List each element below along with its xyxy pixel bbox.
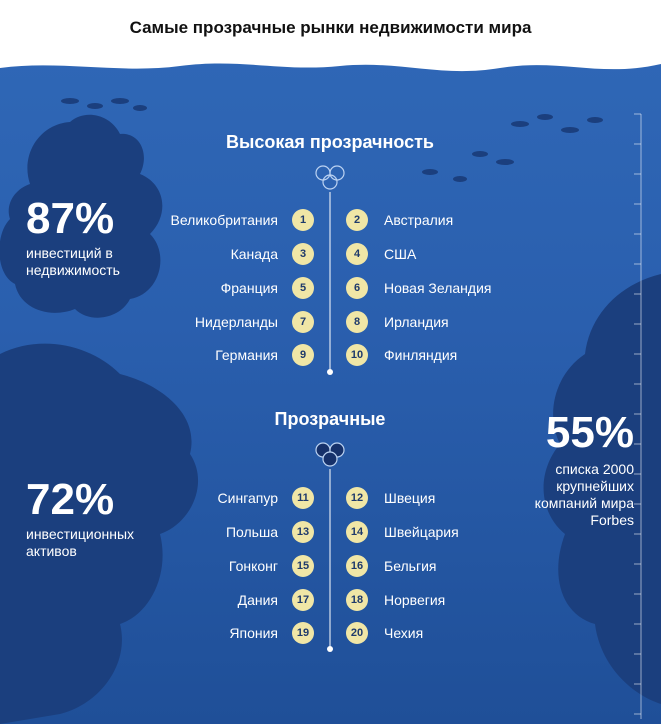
country-label: Дания	[237, 592, 278, 608]
venn-icon-transparent	[315, 442, 345, 467]
coral-right	[543, 274, 661, 704]
rank-badge: 10	[346, 344, 368, 366]
country-label: Чехия	[384, 625, 424, 641]
rank-badge: 1	[292, 209, 314, 231]
stat-text-investments: инвестиций в недвижимость	[26, 245, 120, 278]
coral-silhouettes	[0, 114, 661, 724]
rank-badge: 20	[346, 622, 368, 644]
water-surface-wave	[0, 54, 661, 72]
stat-value-forbes: 55%	[545, 408, 634, 457]
underwater-decoration	[0, 54, 661, 724]
rank-badge: 7	[292, 311, 314, 333]
stat-value-investments: 87%	[26, 194, 115, 243]
rank-badge: 11	[292, 487, 314, 509]
rank-badge: 2	[346, 209, 368, 231]
rank-badge: 17	[292, 589, 314, 611]
rank-badge: 9	[292, 344, 314, 366]
country-label: Новая Зеландия	[384, 280, 492, 296]
rank-badge: 4	[346, 243, 368, 265]
rank-badge: 15	[292, 555, 314, 577]
rank-badge: 14	[346, 521, 368, 543]
stat-text-assets: инвестиционных активов	[26, 526, 135, 559]
rank-badge: 3	[292, 243, 314, 265]
rank-badge: 8	[346, 311, 368, 333]
rank-badge: 13	[292, 521, 314, 543]
country-label: Норвегия	[384, 592, 446, 608]
country-label: Ирландия	[384, 314, 449, 330]
country-label: Польша	[225, 524, 278, 540]
coral-bottom-left	[0, 343, 199, 724]
country-label: Сингапур	[217, 490, 278, 506]
country-label: Швейцария	[384, 524, 459, 540]
section-title-high: Высокая прозрачность	[225, 132, 434, 152]
country-label: Франция	[220, 280, 278, 296]
rank-badge: 16	[346, 555, 368, 577]
country-label: Нидерланды	[194, 314, 278, 330]
section-title-transparent: Прозрачные	[274, 409, 386, 429]
country-label: Гонконг	[228, 558, 278, 574]
coral-top-left	[0, 114, 163, 318]
rank-badge: 6	[346, 277, 368, 299]
rank-badge: 18	[346, 589, 368, 611]
rank-badge: 5	[292, 277, 314, 299]
country-label: Великобритания	[170, 212, 278, 228]
country-label: США	[384, 246, 417, 262]
depth-scale	[634, 113, 642, 719]
country-label: Финляндия	[384, 347, 458, 363]
stat-value-assets: 72%	[26, 475, 115, 524]
page-title: Самые прозрачные рынки недвижимости мира	[129, 18, 532, 37]
venn-icon-high	[315, 165, 345, 190]
country-label: Швеция	[384, 490, 436, 506]
country-label: Бельгия	[384, 558, 437, 574]
rank-badge: 19	[292, 622, 314, 644]
stat-text-forbes: списка 2000 крупнейших компаний мира For…	[534, 461, 634, 528]
rank-badge: 12	[346, 487, 368, 509]
country-label: Германия	[215, 347, 278, 363]
country-label: Япония	[229, 625, 278, 641]
country-label: Канада	[230, 246, 278, 262]
country-label: Австралия	[384, 212, 454, 228]
infographic-panel: Высокая прозрачность Великобритания 1 2 …	[0, 54, 661, 724]
fish-school	[61, 98, 603, 182]
